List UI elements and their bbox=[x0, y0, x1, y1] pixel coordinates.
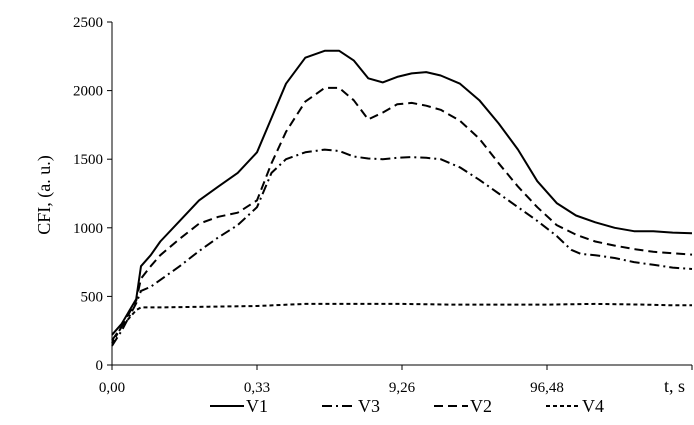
x-tick-label: 0,00 bbox=[99, 380, 125, 396]
y-tick-label: 0 bbox=[96, 358, 104, 374]
x-tick-label: 96,48 bbox=[530, 380, 564, 396]
series-layer bbox=[111, 49, 693, 347]
x-tick-label: 9,26 bbox=[389, 380, 416, 396]
y-axis-label: CFI, (a. u.) bbox=[34, 155, 55, 235]
legend-label-v3: V3 bbox=[358, 396, 380, 416]
x-axis: 0,00 0,33 9,26 96,48 bbox=[99, 364, 693, 396]
y-tick-label: 2500 bbox=[73, 15, 103, 31]
x-axis-label: t, s bbox=[664, 376, 685, 396]
legend: V1 V3 V2 V4 bbox=[210, 396, 604, 416]
y-tick-label: 1000 bbox=[73, 221, 103, 237]
x-tick-label: 0,33 bbox=[244, 380, 270, 396]
legend-label-v1: V1 bbox=[246, 396, 268, 416]
series-line-v2 bbox=[111, 86, 693, 341]
y-tick-label: 500 bbox=[81, 289, 104, 305]
legend-label-v4: V4 bbox=[582, 396, 604, 416]
series-line-v4 bbox=[111, 302, 692, 344]
legend-label-v2: V2 bbox=[470, 396, 492, 416]
series-line-v3 bbox=[111, 148, 693, 347]
series-line-v1 bbox=[111, 49, 693, 336]
y-tick-label: 1500 bbox=[73, 152, 103, 168]
y-tick-label: 2000 bbox=[73, 84, 103, 100]
y-axis: 0 500 1000 1500 2000 2500 bbox=[73, 15, 113, 374]
